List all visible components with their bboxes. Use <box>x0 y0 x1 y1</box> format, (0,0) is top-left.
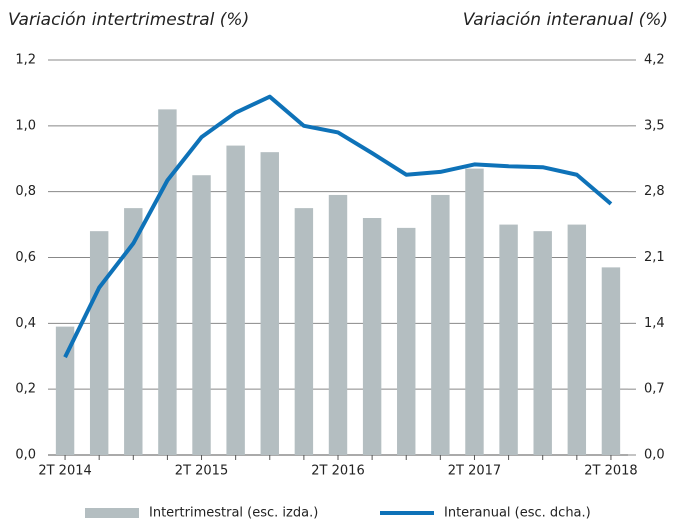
bar <box>567 224 587 455</box>
y-axis-label: Variación intertrimestral (%) <box>8 10 249 30</box>
y-tick-label: 1,2 <box>15 53 36 68</box>
x-tick-label: 2T 2016 <box>311 464 364 479</box>
y2-tick-label: 0,7 <box>644 382 665 397</box>
bar <box>124 208 143 455</box>
x-tick-label: 2T 2014 <box>38 464 91 479</box>
bar <box>260 152 279 455</box>
bar <box>226 145 245 456</box>
bar <box>158 109 177 455</box>
y-tick-label: 0,0 <box>15 448 36 463</box>
bar <box>89 231 109 455</box>
bar <box>601 267 621 455</box>
bar <box>465 168 484 455</box>
y2-tick-label: 3,5 <box>644 118 665 133</box>
bar <box>499 224 518 455</box>
legend-label: Intertrimestral (esc. izda.) <box>149 506 318 521</box>
x-tick-label: 2T 2018 <box>584 464 637 479</box>
bar <box>328 194 348 456</box>
y2-axis-label: Variación interanual (%) <box>463 10 668 30</box>
y2-tick-label: 4,2 <box>644 53 665 68</box>
bar <box>55 326 75 455</box>
bar <box>362 218 382 455</box>
legend-swatch <box>85 508 139 518</box>
y2-tick-label: 2,8 <box>644 184 665 199</box>
bar <box>431 194 450 456</box>
legend-label: Interanual (esc. dcha.) <box>444 506 591 521</box>
line <box>63 94 613 359</box>
x-tick-label: 2T 2017 <box>448 464 501 479</box>
y-tick-label: 0,2 <box>15 382 36 397</box>
bar <box>192 175 211 456</box>
y2-tick-label: 2,1 <box>644 250 665 265</box>
bar <box>533 231 552 455</box>
y-tick-label: 0,6 <box>15 250 36 265</box>
x-tick-label: 2T 2015 <box>175 464 228 479</box>
bar <box>397 227 416 455</box>
y2-tick-label: 1,4 <box>644 316 665 331</box>
y2-tick-label: 0,0 <box>644 448 665 463</box>
y-tick-label: 1,0 <box>15 118 36 133</box>
y-tick-label: 0,4 <box>15 316 36 331</box>
bar <box>294 208 314 455</box>
y-tick-label: 0,8 <box>15 184 36 199</box>
